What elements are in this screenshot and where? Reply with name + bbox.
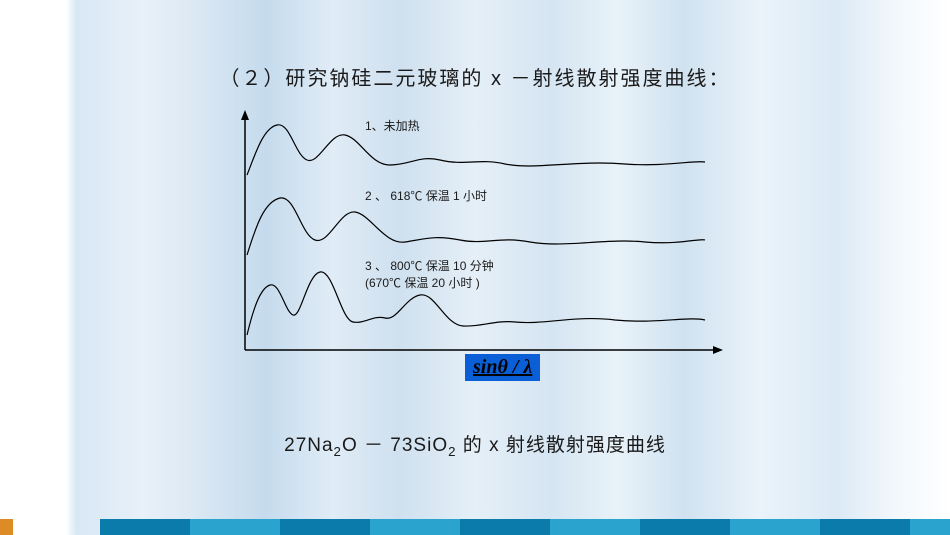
footer-bar bbox=[820, 519, 910, 535]
footer-bars bbox=[0, 519, 950, 535]
footer-bar bbox=[910, 519, 950, 535]
curve-label-3-line1: 3 、 800℃ 保温 10 分钟 bbox=[365, 259, 494, 273]
footer-bar bbox=[280, 519, 370, 535]
footer-bar bbox=[370, 519, 460, 535]
footer-bar bbox=[190, 519, 280, 535]
curve-label-1: 1、未加热 bbox=[365, 118, 420, 135]
footer-bar bbox=[640, 519, 730, 535]
x-axis-label: sinθ / λ bbox=[465, 354, 540, 381]
footer-bar bbox=[0, 519, 13, 535]
footer-bar bbox=[550, 519, 640, 535]
footer-bar bbox=[13, 519, 100, 535]
footer-bar bbox=[460, 519, 550, 535]
scattering-chart: 1、未加热 2 、 618℃ 保温 1 小时 3 、 800℃ 保温 10 分钟… bbox=[235, 110, 725, 370]
footer-bar bbox=[100, 519, 190, 535]
curve-label-3-line2: (670℃ 保温 20 小时 ) bbox=[365, 276, 480, 290]
footer-bar bbox=[730, 519, 820, 535]
slide-title: （２）研究钠硅二元玻璃的 x －射线散射强度曲线： bbox=[0, 62, 950, 91]
curve-label-2: 2 、 618℃ 保温 1 小时 bbox=[365, 188, 487, 205]
curve-label-3: 3 、 800℃ 保温 10 分钟 (670℃ 保温 20 小时 ) bbox=[365, 258, 494, 292]
chart-svg bbox=[235, 110, 725, 370]
chart-caption: 27Na2O － 73SiO2 的 x 射线散射强度曲线 bbox=[0, 430, 950, 459]
